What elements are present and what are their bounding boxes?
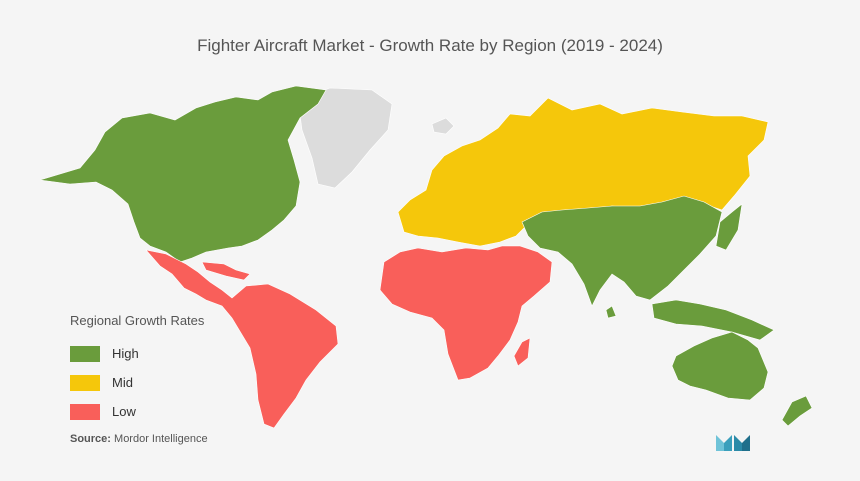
mordor-intelligence-logo-icon	[716, 435, 750, 451]
legend-item-low: Low	[70, 401, 204, 422]
region-japan	[715, 203, 743, 251]
region-australia	[671, 331, 769, 401]
legend-swatch-low	[70, 403, 100, 420]
region-southeast-asia-islands	[651, 299, 775, 341]
region-madagascar	[513, 337, 531, 367]
source-text: Mordor Intelligence	[114, 433, 208, 445]
region-middle-east-africa	[379, 245, 553, 381]
legend-title: Regional Growth Rates	[70, 313, 205, 328]
region-asia-pacific	[521, 195, 723, 307]
legend-item-mid: Mid	[70, 372, 204, 393]
legend-label-low: Low	[112, 404, 136, 419]
region-greenland	[297, 87, 393, 189]
legend: Regional Growth Rates High Mid Low	[70, 313, 204, 430]
region-latin-america	[145, 249, 339, 429]
chart-title: Fighter Aircraft Market - Growth Rate by…	[197, 36, 663, 55]
region-europe-russia	[397, 97, 769, 247]
legend-swatch-mid	[70, 374, 100, 391]
legend-swatch-high	[70, 345, 100, 362]
legend-label-mid: Mid	[112, 375, 133, 390]
region-caribbean	[201, 261, 251, 281]
legend-label-high: High	[112, 346, 139, 361]
source-prefix: Source:	[70, 433, 111, 445]
source-note: Source: Mordor Intelligence	[70, 433, 208, 445]
region-sri-lanka	[605, 305, 617, 319]
region-north-america	[39, 85, 327, 263]
legend-item-high: High	[70, 343, 204, 364]
region-iceland	[431, 117, 455, 135]
region-new-zealand	[781, 395, 813, 427]
